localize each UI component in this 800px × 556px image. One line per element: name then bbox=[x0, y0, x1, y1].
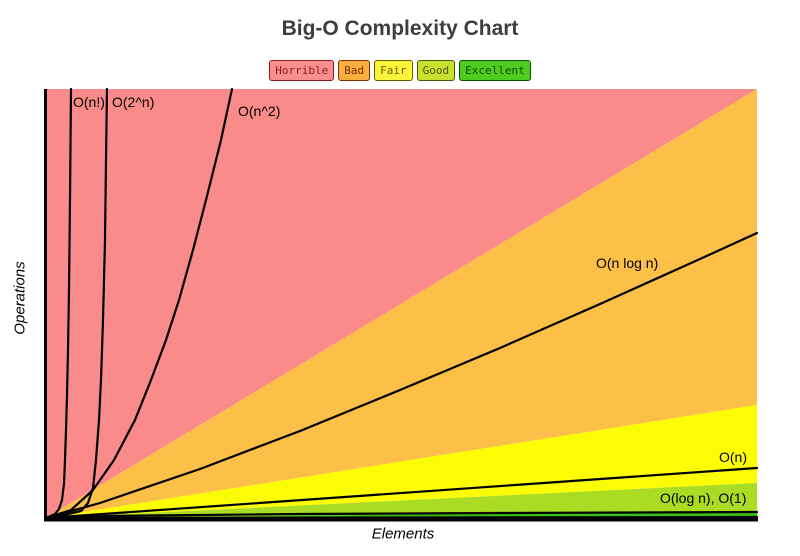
curve-label: O(n) bbox=[719, 449, 747, 465]
legend-chip-good[interactable]: Good bbox=[416, 60, 456, 81]
y-axis-label: Operations bbox=[11, 261, 29, 335]
curve-o-n-2- bbox=[44, 87, 234, 520]
curve-o-n- bbox=[44, 87, 73, 520]
x-axis-label: Elements bbox=[371, 525, 435, 543]
page-title: Big-O Complexity Chart bbox=[281, 17, 519, 40]
curve-o-n- bbox=[44, 466, 759, 520]
curve-label: O(log n), O(1) bbox=[660, 490, 747, 506]
curve-label: O(n^2) bbox=[238, 103, 281, 119]
curve-label: O(n log n) bbox=[596, 255, 659, 271]
region-bad bbox=[46, 89, 757, 518]
curve-o-log-n- bbox=[44, 510, 759, 520]
curve-o-2-n- bbox=[44, 87, 109, 520]
region-fair bbox=[46, 405, 757, 518]
region-good bbox=[46, 483, 757, 518]
curve-o-n-log-n- bbox=[44, 231, 759, 520]
curve-label: O(n!) bbox=[73, 94, 105, 110]
complexity-legend: Horrible Bad Fair Good Excellent bbox=[0, 60, 800, 81]
legend-chip-horrible[interactable]: Horrible bbox=[269, 60, 335, 81]
legend-chip-fair[interactable]: Fair bbox=[374, 60, 413, 81]
legend-chip-bad[interactable]: Bad bbox=[338, 60, 371, 81]
curve-label: O(2^n) bbox=[112, 94, 155, 110]
legend-chip-excellent[interactable]: Excellent bbox=[459, 60, 531, 81]
